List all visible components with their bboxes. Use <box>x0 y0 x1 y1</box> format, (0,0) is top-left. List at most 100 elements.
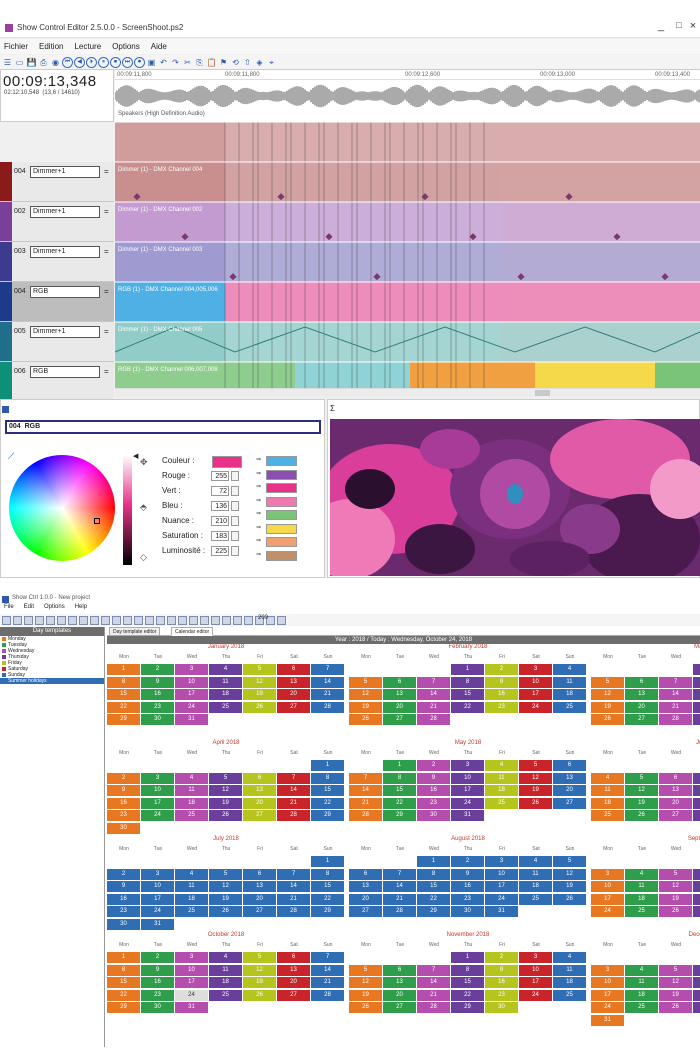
calendar-day-cell[interactable]: 17 <box>175 689 208 700</box>
track-equals-icon[interactable]: = <box>104 287 109 296</box>
toolbar-2-button-icon[interactable] <box>101 615 110 625</box>
color-wheel[interactable] <box>9 455 115 561</box>
calendar-day-cell[interactable]: 30 <box>141 1002 174 1013</box>
calendar-day-cell[interactable]: 23 <box>417 797 450 809</box>
calendar-day-cell[interactable]: 28 <box>417 1002 450 1013</box>
day-template-item[interactable]: Saturday <box>0 666 104 672</box>
calendar-day-cell[interactable]: 27 <box>693 906 700 917</box>
day-template-item[interactable]: Thursday <box>0 654 104 660</box>
calendar-day-cell[interactable]: 24 <box>175 701 208 713</box>
calendar-day-cell[interactable]: 1 <box>451 952 484 963</box>
calendar-day-cell[interactable]: 28 <box>349 810 382 821</box>
calendar-day-cell[interactable]: 10 <box>141 881 174 892</box>
calendar-day-cell[interactable]: 5 <box>243 952 276 963</box>
calendar-day-cell[interactable]: 8 <box>451 964 484 976</box>
calendar-day-cell[interactable]: 1 <box>693 664 700 675</box>
calendar-day-cell[interactable]: 12 <box>553 868 586 880</box>
calendar-day-cell[interactable]: 8 <box>693 676 700 688</box>
toolbar-button-icon[interactable]: ⏸ <box>98 56 109 68</box>
calendar-day-cell[interactable]: 28 <box>693 810 700 821</box>
calendar-day-cell[interactable]: 26 <box>659 1002 692 1013</box>
calendar-day-cell[interactable]: 18 <box>519 881 552 892</box>
calendar-day-cell[interactable]: 20 <box>625 701 658 713</box>
track-name-field[interactable]: RGB <box>30 286 100 298</box>
calendar-day-cell[interactable]: 14 <box>417 689 450 700</box>
calendar-day-cell[interactable]: 13 <box>383 977 416 988</box>
calendar-day-cell[interactable]: 11 <box>209 964 242 976</box>
calendar-day-cell[interactable]: 30 <box>141 714 174 725</box>
palette-swatch[interactable] <box>266 523 297 534</box>
menu-file[interactable]: File <box>4 604 14 610</box>
calendar-day-cell[interactable]: 5 <box>209 868 242 880</box>
calendar-day-cell[interactable]: 30 <box>485 1002 518 1013</box>
toolbar-2-button-icon[interactable] <box>266 615 275 625</box>
toolbar-button-icon[interactable]: ▣ <box>147 57 156 67</box>
calendar-day-cell[interactable]: 4 <box>553 664 586 675</box>
toolbar-button-icon[interactable]: ⇧ <box>244 57 251 67</box>
calendar-day-cell[interactable]: 22 <box>417 893 450 905</box>
palette-arrow-icon[interactable]: ⇒ <box>256 538 262 544</box>
calendar-day-cell[interactable]: 23 <box>141 701 174 713</box>
palette-arrow-icon[interactable]: ⇒ <box>256 497 262 504</box>
calendar-day-cell[interactable]: 25 <box>209 701 242 713</box>
calendar-day-cell[interactable]: 27 <box>243 906 276 917</box>
calendar-day-cell[interactable]: 20 <box>349 893 382 905</box>
calendar-day-cell[interactable]: 11 <box>485 772 518 784</box>
calendar-day-cell[interactable]: 14 <box>693 785 700 796</box>
palette-arrow-icon[interactable]: ⇒ <box>256 484 262 490</box>
calendar-day-cell[interactable]: 14 <box>659 689 692 700</box>
calendar-day-cell[interactable]: 19 <box>659 893 692 905</box>
calendar-day-cell[interactable]: 6 <box>277 664 310 675</box>
minimize-button[interactable]: _ <box>657 20 665 32</box>
color-property-value[interactable]: 255 <box>211 471 229 481</box>
calendar-day-cell[interactable]: 25 <box>553 989 586 1001</box>
calendar-day-cell[interactable]: 13 <box>349 881 382 892</box>
track-name-field[interactable]: Dimmer+1 <box>30 206 100 218</box>
calendar-day-cell[interactable]: 19 <box>349 701 382 713</box>
calendar-day-cell[interactable]: 3 <box>141 772 174 784</box>
color-property-value[interactable]: 183 <box>211 531 229 541</box>
calendar-day-cell[interactable]: 14 <box>383 881 416 892</box>
calendar-day-cell[interactable]: 7 <box>277 868 310 880</box>
calendar-day-cell[interactable]: 18 <box>175 893 208 905</box>
horizontal-scrollbar[interactable] <box>115 388 700 397</box>
menu-aide[interactable]: Aide <box>150 42 167 51</box>
track-header[interactable]: 004 Dimmer+1 = <box>0 162 114 202</box>
calendar-day-cell[interactable]: 7 <box>311 664 344 675</box>
calendar-day-cell[interactable]: 10 <box>485 868 518 880</box>
toolbar-2-button-icon[interactable] <box>255 615 264 625</box>
calendar-day-cell[interactable]: 11 <box>591 785 624 796</box>
calendar-day-cell[interactable]: 9 <box>417 772 450 784</box>
day-template-item[interactable]: Monday <box>0 636 104 642</box>
close-button[interactable]: × <box>689 20 697 32</box>
calendar-day-cell[interactable]: 29 <box>311 810 344 821</box>
palette-swatch[interactable] <box>266 550 297 561</box>
calendar-day-cell[interactable]: 12 <box>519 772 552 784</box>
calendar-day-cell[interactable]: 5 <box>209 772 242 784</box>
calendar-day-cell[interactable]: 19 <box>243 689 276 700</box>
track-header[interactable]: 004 RGB = <box>0 282 114 322</box>
calendar-day-cell[interactable]: 18 <box>209 977 242 988</box>
calendar-day-cell[interactable]: 11 <box>209 676 242 688</box>
calendar-day-cell[interactable]: 1 <box>417 856 450 867</box>
track-header[interactable]: 003 Dimmer+1 = <box>0 242 114 282</box>
wheel-cursor[interactable] <box>94 518 100 524</box>
toolbar-2-button-icon[interactable] <box>68 615 77 625</box>
brightness-strip[interactable] <box>123 455 132 565</box>
calendar-day-cell[interactable]: 21 <box>349 797 382 809</box>
calendar-day-cell[interactable]: 11 <box>625 977 658 988</box>
calendar-day-cell[interactable]: 24 <box>591 1002 624 1013</box>
toolbar-button-icon[interactable]: 📋 <box>206 57 217 67</box>
audio-waveform[interactable]: 00:09:11,800 00:09:11,800 00:09:12,600 0… <box>115 69 700 122</box>
calendar-day-cell[interactable]: 13 <box>277 964 310 976</box>
calendar-day-cell[interactable]: 9 <box>107 881 140 892</box>
current-color-swatch[interactable] <box>212 456 242 468</box>
calendar-day-cell[interactable]: 2 <box>141 664 174 675</box>
calendar-day-cell[interactable]: 13 <box>625 689 658 700</box>
calendar-day-cell[interactable]: 2 <box>485 664 518 675</box>
calendar-day-cell[interactable]: 5 <box>243 664 276 675</box>
maximize-button[interactable]: □ <box>676 20 682 30</box>
calendar-day-cell[interactable]: 6 <box>659 772 692 784</box>
calendar-day-cell[interactable]: 18 <box>175 797 208 809</box>
toolbar-button-icon[interactable]: ⏮ <box>62 56 73 68</box>
